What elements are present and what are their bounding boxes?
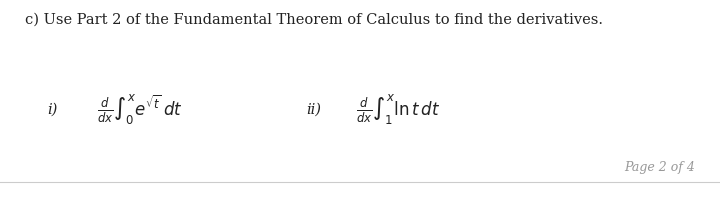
Text: $\frac{d}{dx}\int_{0}^{x} e^{\sqrt{t}}\,dt$: $\frac{d}{dx}\int_{0}^{x} e^{\sqrt{t}}\,… xyxy=(97,92,183,126)
Text: c) Use Part 2 of the Fundamental Theorem of Calculus to find the derivatives.: c) Use Part 2 of the Fundamental Theorem… xyxy=(25,13,603,27)
Text: ii): ii) xyxy=(306,102,321,116)
Text: $\frac{d}{dx}\int_{1}^{x} \ln t\,dt$: $\frac{d}{dx}\int_{1}^{x} \ln t\,dt$ xyxy=(356,92,441,126)
Text: i): i) xyxy=(47,102,57,116)
Text: Page 2 of 4: Page 2 of 4 xyxy=(624,161,695,174)
